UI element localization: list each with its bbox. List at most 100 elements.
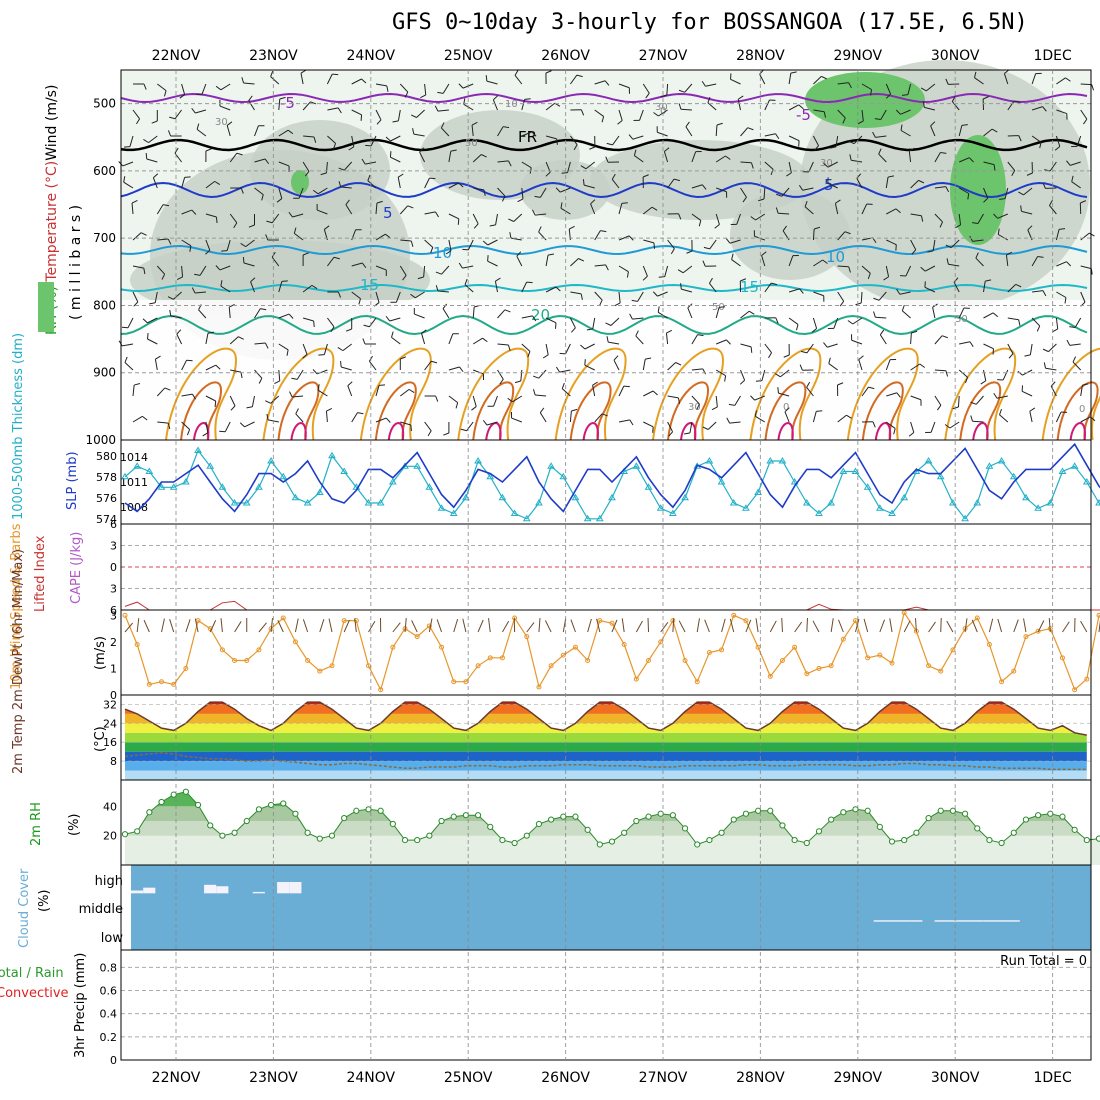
wind10m-barb xyxy=(143,619,150,633)
wind-barb xyxy=(244,421,255,428)
wind-barb-flag xyxy=(842,117,846,124)
wind-barb xyxy=(813,259,823,267)
date-label-top: 25NOV xyxy=(444,48,493,64)
wind10m-marker xyxy=(426,623,432,629)
rh2m-marker xyxy=(474,812,482,819)
date-label-bottom: 25NOV xyxy=(444,1070,493,1086)
wind-barb-flag xyxy=(775,373,781,378)
wind-barb xyxy=(885,177,889,189)
wind-barb xyxy=(181,265,184,278)
wind-barb xyxy=(472,395,477,407)
wind-barb xyxy=(716,187,727,193)
rh2m-marker xyxy=(888,838,896,845)
wind-barb-flag xyxy=(1018,191,1024,196)
wind-barb-flag xyxy=(1080,200,1087,204)
date-label-bottom: 22NOV xyxy=(152,1070,201,1086)
wind-barb-flag xyxy=(458,83,464,89)
wind10m-barb xyxy=(587,618,592,633)
wind-barb-flag xyxy=(927,250,934,253)
wind-barb-flag xyxy=(287,129,294,135)
isotherm-line xyxy=(120,283,1088,293)
wind-barb xyxy=(516,255,523,267)
wind-barb xyxy=(837,109,846,119)
wind-barb-flag xyxy=(266,413,269,420)
wind-barb-flag xyxy=(828,357,831,364)
wind-barb-flag xyxy=(967,193,970,200)
wind10m-marker xyxy=(633,676,639,682)
wind-barb xyxy=(399,205,409,215)
wind10m-barb xyxy=(696,618,700,633)
wind-barb xyxy=(930,125,936,137)
rh2m-marker xyxy=(377,807,384,814)
wind10m-marker xyxy=(487,655,493,661)
wind-barb-flag xyxy=(161,273,166,280)
wind-barb xyxy=(129,135,134,147)
thickness-ylabel-text: 1000-500mb Thickness (dm) xyxy=(11,333,26,520)
wind-barb xyxy=(132,265,144,269)
wind-barb-flag xyxy=(367,174,371,181)
thickness-marker xyxy=(522,514,531,522)
wind-barb xyxy=(157,421,169,424)
wind-barb-flag xyxy=(337,291,342,298)
wind-barb-flag xyxy=(219,430,226,433)
date-label-top: 24NOV xyxy=(346,48,395,64)
wind-barb-flag xyxy=(968,157,974,163)
wind-barb xyxy=(399,265,407,276)
wind-barb-flag xyxy=(410,293,416,299)
wind-barb-flag xyxy=(167,130,172,137)
wind-barb-flag xyxy=(731,253,734,260)
wind10m-marker xyxy=(499,655,505,661)
wind-barb xyxy=(300,73,304,85)
wind-barb xyxy=(124,362,134,371)
thickness-marker xyxy=(656,504,665,511)
wind-barb-flag xyxy=(670,248,675,255)
wind-barb-flag xyxy=(169,309,172,316)
wind-barb xyxy=(642,265,648,277)
temp-band xyxy=(125,770,1087,780)
thickness-marker xyxy=(875,504,884,511)
wind-barb-flag xyxy=(775,317,779,324)
thickness-marker xyxy=(425,483,434,490)
wind-barb xyxy=(375,83,387,87)
wind-barb xyxy=(342,343,353,352)
temp-ylabel: 2m Temp 2m DewPt (6hr Min/Max) xyxy=(11,549,26,774)
wind-barb-flag xyxy=(385,233,391,239)
wind-barb xyxy=(715,155,726,163)
wind-barb-flag xyxy=(970,401,977,405)
wind-barb-flag xyxy=(628,134,634,140)
wind-barb xyxy=(643,421,654,428)
thickness-marker xyxy=(839,467,848,474)
warm-contour xyxy=(1069,422,1086,441)
thickness-marker xyxy=(145,467,154,474)
wind-barb-flag xyxy=(265,234,269,241)
temp-ylabel-text: 2m Temp 2m DewPt (6hr Min/Max) xyxy=(11,549,26,774)
thickness-marker xyxy=(255,483,263,490)
wind-barb-flag xyxy=(136,118,141,125)
wind-barb xyxy=(780,369,790,378)
wind-barb xyxy=(764,343,772,353)
wind-barb xyxy=(1004,187,1009,199)
wind-barb-flag xyxy=(1042,348,1049,353)
wind-barb xyxy=(464,284,474,293)
wind-barb-flag xyxy=(516,251,522,257)
wind-barb-flag xyxy=(189,245,192,252)
date-label-top: 22NOV xyxy=(152,48,201,64)
wind-barb xyxy=(351,412,358,423)
wind10m-marker xyxy=(341,618,347,624)
wind-barb-flag xyxy=(697,334,704,337)
wind-barb xyxy=(1023,187,1033,196)
wind-barb xyxy=(837,82,849,85)
wind-barb xyxy=(827,182,838,189)
wind-barb-flag xyxy=(822,259,828,264)
wind-barb xyxy=(910,395,922,401)
thickness-marker xyxy=(169,483,178,490)
wind10m-marker xyxy=(682,657,688,663)
wind-barb-flag xyxy=(145,152,148,160)
wind-barb xyxy=(900,130,911,137)
wind-barb xyxy=(910,363,921,371)
wind-barb-flag xyxy=(310,101,317,105)
wind-barb xyxy=(886,239,897,246)
wind10m-barb xyxy=(277,620,284,633)
wind10m-barb xyxy=(678,620,686,633)
wind-barb xyxy=(437,290,449,293)
